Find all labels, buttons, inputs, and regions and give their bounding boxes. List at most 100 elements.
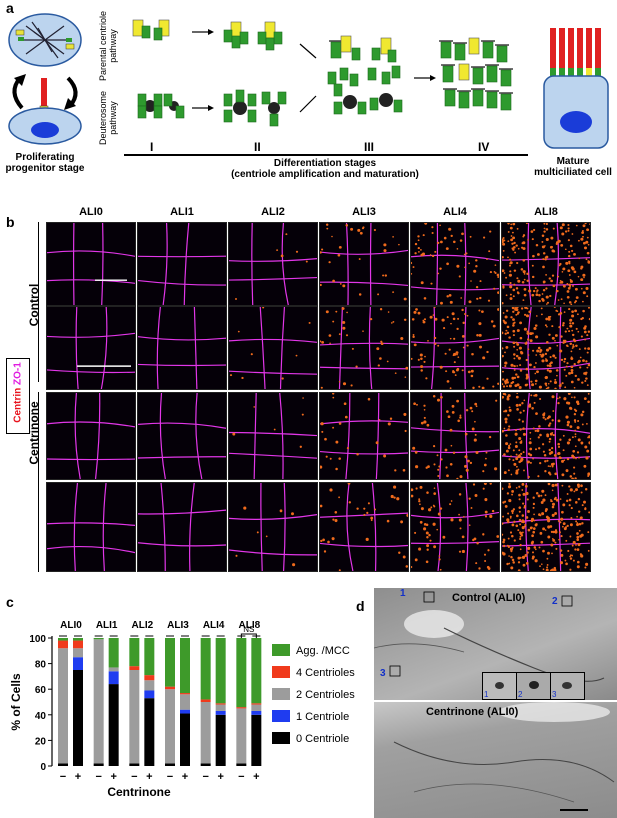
cycle-arrows bbox=[12, 74, 78, 110]
bar-segment-ali3-minus-2-centrioles bbox=[165, 689, 175, 764]
bar-segment-ali0-minus-agg-mcc bbox=[58, 638, 68, 641]
inset-label-2: 2 bbox=[518, 690, 523, 699]
micrograph-row2-ali4 bbox=[410, 306, 500, 390]
legend-label-0-centriole: 0 Centriole bbox=[296, 733, 349, 745]
progenitor-caption-1: Proliferating bbox=[15, 152, 75, 163]
control-bracket bbox=[38, 222, 39, 382]
inset-label-1: 1 bbox=[484, 690, 489, 699]
panel-a-label: a bbox=[6, 0, 14, 16]
bar-segment-ali2-minus-2-centrioles bbox=[129, 670, 140, 764]
bar-segment-ali4-minus-2-centrioles bbox=[200, 702, 211, 764]
y-tick-label-40: 40 bbox=[35, 711, 47, 722]
micrograph-row2-ali8 bbox=[501, 306, 591, 390]
bar-segment-ali4-plus-2-centrioles bbox=[215, 704, 226, 711]
micrograph-row3-ali8 bbox=[501, 392, 591, 480]
bar-segment-ali2-plus-0-centriole bbox=[144, 698, 155, 766]
bar-segment-ali3-minus-0-centriole bbox=[165, 763, 175, 766]
panel-d-label: d bbox=[356, 598, 365, 614]
micrograph-row4-ali4 bbox=[410, 482, 500, 572]
bar-segment-ali2-minus-0-centriole bbox=[129, 763, 140, 766]
bar-segment-ali1-plus-0-centriole bbox=[108, 684, 119, 766]
column-header-ali0: ALI0 bbox=[79, 206, 103, 218]
category-label-ali1: ALI1 bbox=[96, 620, 118, 631]
stage-numeral-2: II bbox=[254, 140, 261, 154]
deuterosome-pathway-label: Deuterosome pathway bbox=[98, 90, 118, 146]
micrograph-row4-ali0 bbox=[46, 482, 136, 572]
micrograph-row2-ali1 bbox=[137, 306, 227, 390]
marker-3: 3 bbox=[380, 668, 386, 679]
legend-label-2-centrioles: 2 Centrioles bbox=[296, 689, 355, 701]
y-tick-label-0: 0 bbox=[40, 762, 46, 773]
stage-subtitle: (centriole amplification and maturation) bbox=[231, 169, 419, 180]
category-label-ali3: ALI3 bbox=[167, 620, 189, 631]
column-header-ali8: ALI8 bbox=[534, 206, 558, 218]
y-tick-label-60: 60 bbox=[35, 685, 47, 696]
micrograph-row1-ali8 bbox=[501, 222, 591, 306]
condition-sign-ali4-plus: + bbox=[217, 771, 223, 783]
micrograph-row1-ali2 bbox=[228, 222, 318, 306]
micrograph-row4-ali3 bbox=[319, 482, 409, 572]
micrograph-row1-ali1 bbox=[137, 222, 227, 306]
progenitor-cell-diagram bbox=[8, 78, 82, 145]
column-header-ali2: ALI2 bbox=[261, 206, 285, 218]
bar-segment-ali0-minus-2-centrioles bbox=[58, 648, 68, 764]
ns-label: NS bbox=[243, 625, 254, 634]
bar-segment-ali0-plus-2-centrioles bbox=[73, 648, 83, 658]
bar-segment-ali3-plus-4-centrioles bbox=[180, 693, 190, 695]
condition-sign-ali0-plus: + bbox=[75, 771, 81, 783]
bar-segment-ali3-plus-agg-mcc bbox=[180, 638, 190, 694]
bar-segment-ali8-minus-4-centrioles bbox=[236, 707, 247, 709]
bar-segment-ali0-plus-agg-mcc bbox=[73, 638, 83, 641]
micrograph-row3-ali1 bbox=[137, 392, 227, 480]
bar-segment-ali3-plus-0-centriole bbox=[180, 713, 190, 766]
micrograph-row1-ali4 bbox=[410, 222, 500, 306]
micrograph-row1-ali0 bbox=[46, 222, 136, 306]
category-label-ali8: ALI8 bbox=[238, 620, 260, 631]
mitotic-cell-diagram bbox=[8, 13, 82, 67]
bar-segment-ali4-plus-0-centriole bbox=[215, 714, 226, 766]
category-label-ali2: ALI2 bbox=[131, 620, 153, 631]
condition-sign-ali4-minus: − bbox=[202, 771, 208, 783]
bar-segment-ali8-plus-2-centrioles bbox=[251, 704, 262, 711]
stage-numeral-3: III bbox=[364, 140, 375, 154]
legend-swatch-0-centriole bbox=[272, 732, 290, 744]
condition-sign-ali1-plus: + bbox=[110, 771, 116, 783]
legend-swatch-1-centriole bbox=[272, 710, 290, 722]
micrograph-row3-ali0 bbox=[46, 392, 136, 480]
bar-segment-ali8-plus-4-centrioles bbox=[251, 703, 262, 705]
bar-segment-ali3-minus-agg-mcc bbox=[165, 638, 175, 687]
condition-sign-ali8-plus: + bbox=[253, 771, 259, 783]
bar-segment-ali2-plus-2-centrioles bbox=[144, 680, 155, 691]
bar-segment-ali8-plus-1-centriole bbox=[251, 710, 262, 715]
micrograph-row1-ali3 bbox=[319, 222, 409, 306]
bar-segment-ali0-plus-1-centriole bbox=[73, 657, 83, 670]
bar-segment-ali3-minus-4-centrioles bbox=[165, 686, 175, 690]
bar-segment-ali3-plus-1-centriole bbox=[180, 709, 190, 714]
inset-row: 1 2 3 bbox=[482, 672, 585, 700]
micrograph-row3-ali4 bbox=[410, 392, 500, 480]
bar-segment-ali8-minus-2-centrioles bbox=[236, 708, 247, 764]
bar-segment-ali4-minus-0-centriole bbox=[200, 763, 211, 766]
marker-2: 2 bbox=[552, 596, 558, 607]
tem-centrinone-title: Centrinone (ALI0) bbox=[426, 706, 519, 718]
stage-numeral-1: I bbox=[150, 140, 154, 154]
legend-swatch-agg-mcc bbox=[272, 644, 290, 656]
bar-segment-ali8-minus-0-centriole bbox=[236, 763, 247, 766]
tem-control-title: Control (ALI0) bbox=[452, 592, 526, 604]
bar-segment-ali4-plus-agg-mcc bbox=[215, 638, 226, 704]
bar-segment-ali2-minus-agg-mcc bbox=[129, 638, 140, 667]
category-label-ali0: ALI0 bbox=[60, 620, 82, 631]
legend-label-agg-mcc: Agg. /MCC bbox=[296, 645, 350, 657]
panel-c-label: c bbox=[6, 594, 14, 610]
micrograph-row2-ali2 bbox=[228, 306, 318, 390]
condition-sign-ali3-minus: − bbox=[167, 771, 173, 783]
bar-segment-ali4-minus-4-centrioles bbox=[200, 699, 211, 702]
stain-zo1: ZO-1 bbox=[12, 362, 24, 385]
bar-segment-ali1-minus-0-centriole bbox=[93, 763, 104, 766]
condition-sign-ali1-minus: − bbox=[95, 771, 101, 783]
legend-swatch-4-centrioles bbox=[272, 666, 290, 678]
bar-segment-ali2-plus-agg-mcc bbox=[144, 638, 155, 676]
y-axis-label: % of Cells bbox=[9, 673, 23, 731]
bar-segment-ali1-plus-1-centriole bbox=[108, 671, 119, 685]
